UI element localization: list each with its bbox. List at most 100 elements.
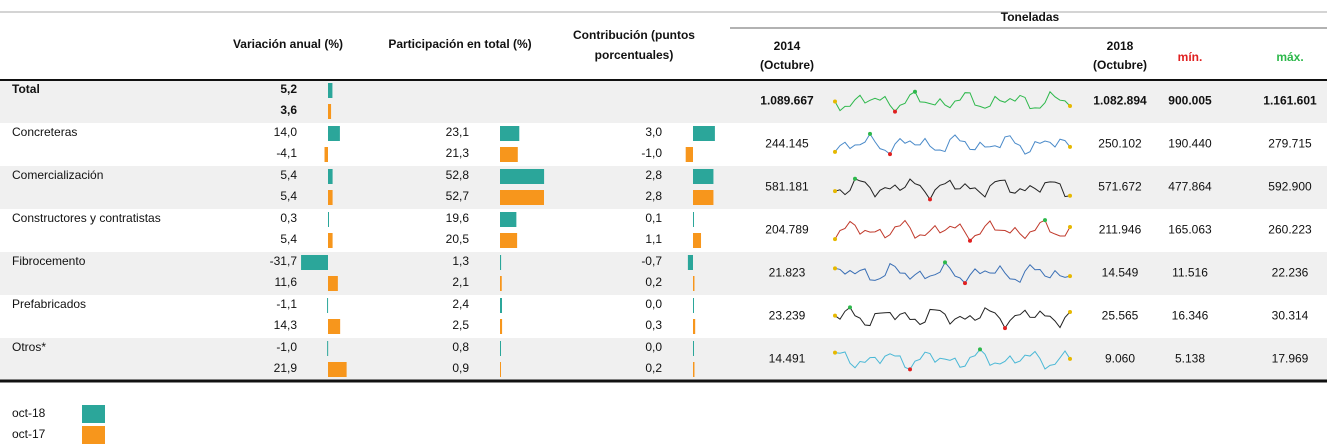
tonnage: 279.715 (1268, 137, 1312, 151)
legend-label: oct-18 (12, 406, 46, 420)
spark-dot (848, 305, 852, 310)
spark-dot (1068, 274, 1072, 279)
cell-value: 2,8 (645, 189, 662, 203)
sparkline (834, 261, 1071, 284)
tonnage: 244.145 (765, 137, 809, 151)
spark-dot (943, 260, 947, 265)
cell-value: 14,3 (274, 318, 298, 332)
spark-dot (833, 237, 837, 242)
tonnage: 204.789 (765, 223, 809, 237)
sparkline (834, 132, 1071, 155)
spark-dot (833, 350, 837, 355)
spark-dot (893, 109, 897, 114)
cell-value: 11,6 (275, 275, 298, 289)
row-bg (0, 338, 1327, 381)
row-name: Constructores y contratistas (12, 211, 161, 225)
row-name: Comercialización (12, 168, 103, 182)
tonnage: 260.223 (1268, 223, 1312, 237)
legend-swatch (82, 405, 105, 423)
cell-value: -31,7 (270, 254, 298, 268)
bar (693, 341, 694, 356)
cell-value: 0,2 (645, 275, 662, 289)
bar (500, 298, 503, 313)
spark-dot (1068, 144, 1072, 149)
bar (327, 298, 329, 313)
spark-dot (833, 266, 837, 271)
tonnage: 23.239 (769, 309, 806, 323)
tonnage: 571.672 (1098, 180, 1142, 194)
header: máx. (1276, 50, 1303, 64)
legend-label: oct-17 (12, 427, 46, 441)
cell-value: 0,0 (645, 297, 662, 311)
cell-value: 3,6 (280, 103, 297, 117)
cell-value: 0,8 (452, 340, 469, 354)
spark-dot (833, 149, 837, 154)
spark-dot (978, 347, 982, 352)
row-name: Concreteras (12, 125, 77, 139)
cell-value: -0,7 (641, 254, 662, 268)
bar (693, 276, 695, 291)
spark-dot (1068, 356, 1072, 361)
bar (328, 104, 332, 119)
spark-dot (1068, 224, 1072, 229)
cell-value: 5,4 (280, 168, 297, 182)
tonnage: 581.181 (765, 180, 809, 194)
cell-value: 0,0 (645, 340, 662, 354)
spark-dot (1043, 218, 1047, 223)
cell-value: -1,0 (641, 146, 662, 160)
tonnage: 14.549 (1102, 266, 1139, 280)
spark-dot (853, 176, 857, 181)
bar (693, 362, 695, 377)
cell-value: 0,1 (645, 211, 662, 225)
row-bg (0, 80, 1327, 123)
spark-dot (928, 197, 932, 202)
bar (328, 319, 341, 334)
bar (693, 126, 715, 141)
bar (327, 341, 329, 356)
cell-value: 21,9 (274, 361, 298, 375)
tonnage: 592.900 (1268, 180, 1312, 194)
cell-value: -1,0 (276, 340, 297, 354)
cell-value: 2,5 (452, 318, 469, 332)
bar (328, 233, 333, 248)
bar (500, 276, 502, 291)
tonnage: 1.082.894 (1093, 94, 1147, 108)
tonnage: 17.969 (1272, 352, 1309, 366)
row-name: Prefabricados (12, 297, 86, 311)
spark-dot (833, 313, 837, 318)
cell-value: 21,3 (446, 146, 470, 160)
spark-dot (868, 131, 872, 136)
sparkline (834, 348, 1071, 371)
cell-value: 0,3 (645, 318, 662, 332)
tonnage: 190.440 (1168, 137, 1212, 151)
cell-value: 5,2 (280, 82, 297, 96)
bar (500, 341, 501, 356)
header: mín. (1178, 50, 1203, 64)
row-name: Otros* (12, 340, 46, 354)
spark-dot (888, 152, 892, 157)
row-bg (0, 166, 1327, 209)
spark-dot (1003, 326, 1007, 331)
cell-value: -1,1 (276, 297, 297, 311)
cell-value: 1,3 (452, 254, 469, 268)
tonnage: 211.946 (1099, 223, 1142, 237)
header: Variación anual (%) (233, 37, 343, 51)
sparkline (834, 219, 1071, 242)
header: 2014 (774, 39, 801, 53)
bar (500, 147, 518, 162)
bar (328, 276, 338, 291)
header: (Octubre) (1093, 58, 1147, 72)
tonnage: 25.565 (1102, 309, 1139, 323)
spark-dot (1068, 309, 1072, 314)
cell-value: 3,0 (645, 125, 662, 139)
bar (328, 190, 333, 205)
tonnage: 9.060 (1105, 352, 1135, 366)
bar (693, 190, 714, 205)
tonnage: 16.346 (1172, 309, 1209, 323)
spark-dot (968, 238, 972, 243)
bar (500, 255, 502, 270)
cell-value: 52,8 (446, 168, 470, 182)
cell-value: 0,2 (645, 361, 662, 375)
bar (328, 83, 333, 98)
